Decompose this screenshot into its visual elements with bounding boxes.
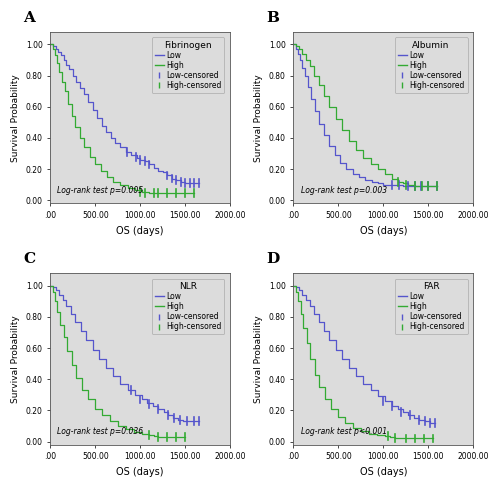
Legend: Low, High, Low-censored, High-censored: Low, High, Low-censored, High-censored — [394, 38, 468, 93]
Text: Log-rank test p=0.036: Log-rank test p=0.036 — [58, 427, 144, 436]
Y-axis label: Survival Probability: Survival Probability — [254, 74, 263, 162]
Y-axis label: Survival Probability: Survival Probability — [11, 315, 20, 403]
Legend: Low, High, Low-censored, High-censored: Low, High, Low-censored, High-censored — [394, 279, 468, 334]
Text: D: D — [266, 252, 280, 266]
Text: Log-rank test p=0.005: Log-rank test p=0.005 — [58, 186, 144, 195]
Text: Log-rank test p<0.001: Log-rank test p<0.001 — [300, 427, 386, 436]
Y-axis label: Survival Probability: Survival Probability — [254, 315, 263, 403]
Legend: Low, High, Low-censored, High-censored: Low, High, Low-censored, High-censored — [152, 38, 224, 93]
Text: B: B — [266, 11, 280, 25]
X-axis label: OS (days): OS (days) — [116, 467, 164, 477]
X-axis label: OS (days): OS (days) — [360, 467, 407, 477]
Text: C: C — [24, 252, 36, 266]
Text: Log-rank test p=0.003: Log-rank test p=0.003 — [300, 186, 386, 195]
Y-axis label: Survival Probability: Survival Probability — [11, 74, 20, 162]
X-axis label: OS (days): OS (days) — [360, 225, 407, 236]
X-axis label: OS (days): OS (days) — [116, 225, 164, 236]
Text: A: A — [24, 11, 35, 25]
Legend: Low, High, Low-censored, High-censored: Low, High, Low-censored, High-censored — [152, 279, 224, 334]
